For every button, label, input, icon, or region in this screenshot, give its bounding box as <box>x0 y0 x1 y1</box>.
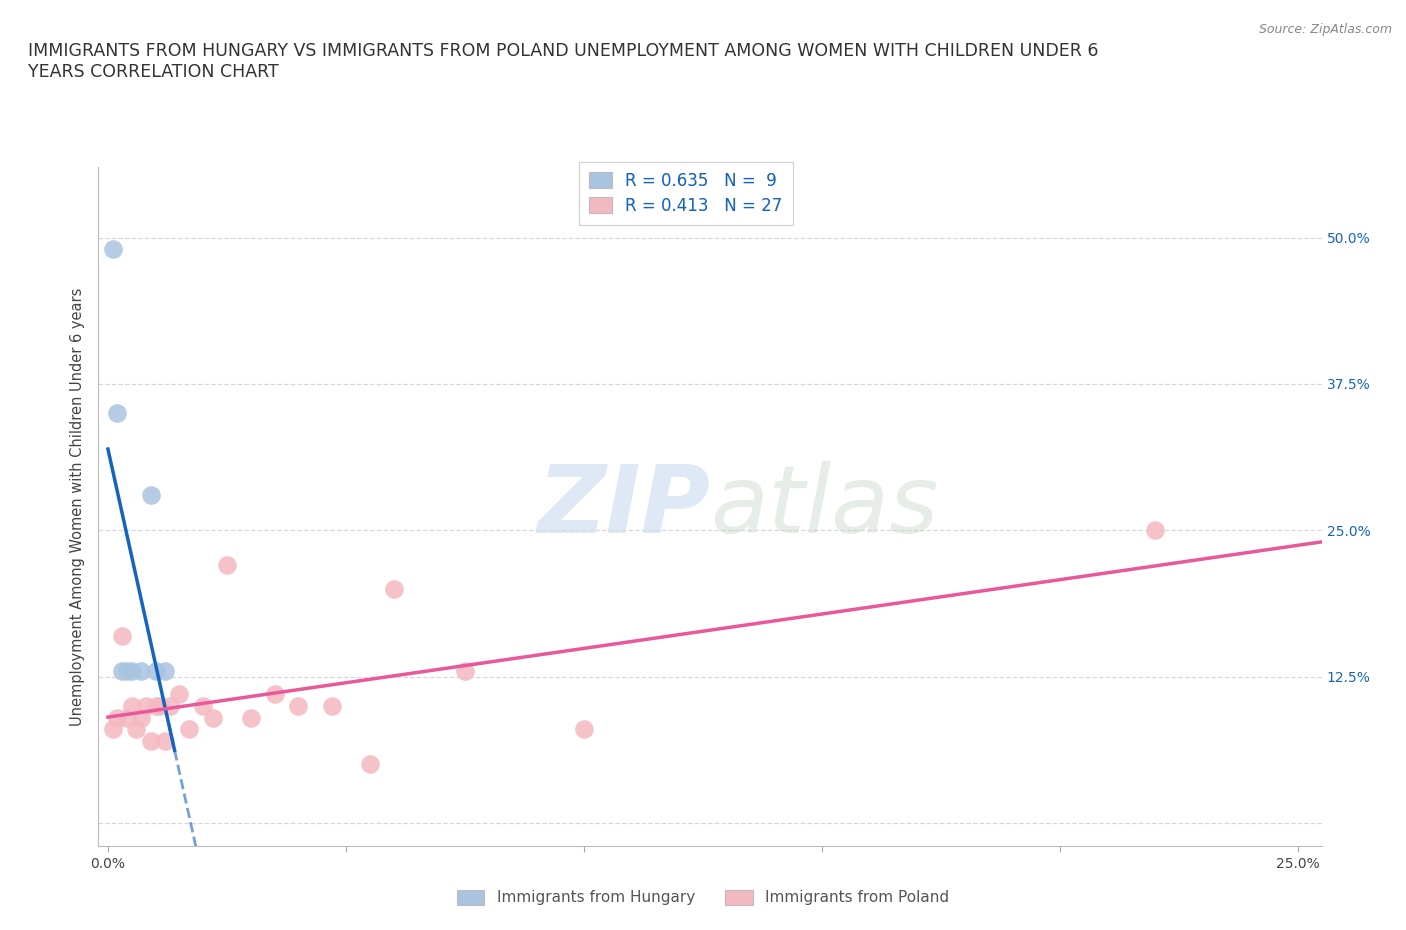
Y-axis label: Unemployment Among Women with Children Under 6 years: Unemployment Among Women with Children U… <box>70 287 86 726</box>
Point <box>215 558 238 573</box>
Point <box>149 698 172 713</box>
Point <box>169 686 191 701</box>
Point <box>191 698 214 713</box>
Point <box>153 663 176 678</box>
Point <box>263 686 285 701</box>
Point <box>115 663 138 678</box>
Point <box>107 711 129 725</box>
Point <box>177 722 200 737</box>
Point <box>111 628 134 643</box>
Text: Source: ZipAtlas.com: Source: ZipAtlas.com <box>1258 23 1392 36</box>
Point <box>135 698 157 713</box>
Point <box>121 698 143 713</box>
Point <box>121 663 143 678</box>
Point <box>159 698 181 713</box>
Point <box>145 663 167 678</box>
Point <box>107 405 129 420</box>
Point <box>359 757 381 772</box>
Point <box>139 487 162 502</box>
Point <box>129 711 152 725</box>
Point <box>115 711 138 725</box>
Point <box>101 722 124 737</box>
Point <box>153 734 176 749</box>
Text: IMMIGRANTS FROM HUNGARY VS IMMIGRANTS FROM POLAND UNEMPLOYMENT AMONG WOMEN WITH : IMMIGRANTS FROM HUNGARY VS IMMIGRANTS FR… <box>28 42 1098 81</box>
Point <box>125 722 148 737</box>
Point <box>287 698 309 713</box>
Point <box>382 581 405 596</box>
Text: ZIP: ZIP <box>537 461 710 552</box>
Point <box>572 722 595 737</box>
Point <box>239 711 262 725</box>
Point <box>129 663 152 678</box>
Point <box>139 734 162 749</box>
Legend: R = 0.635   N =  9, R = 0.413   N = 27: R = 0.635 N = 9, R = 0.413 N = 27 <box>579 162 793 225</box>
Point <box>101 242 124 257</box>
Point <box>111 663 134 678</box>
Point <box>201 711 224 725</box>
Point <box>1144 523 1167 538</box>
Legend: Immigrants from Hungary, Immigrants from Poland: Immigrants from Hungary, Immigrants from… <box>449 883 957 913</box>
Point <box>454 663 477 678</box>
Point <box>321 698 343 713</box>
Text: atlas: atlas <box>710 461 938 552</box>
Point <box>145 698 167 713</box>
